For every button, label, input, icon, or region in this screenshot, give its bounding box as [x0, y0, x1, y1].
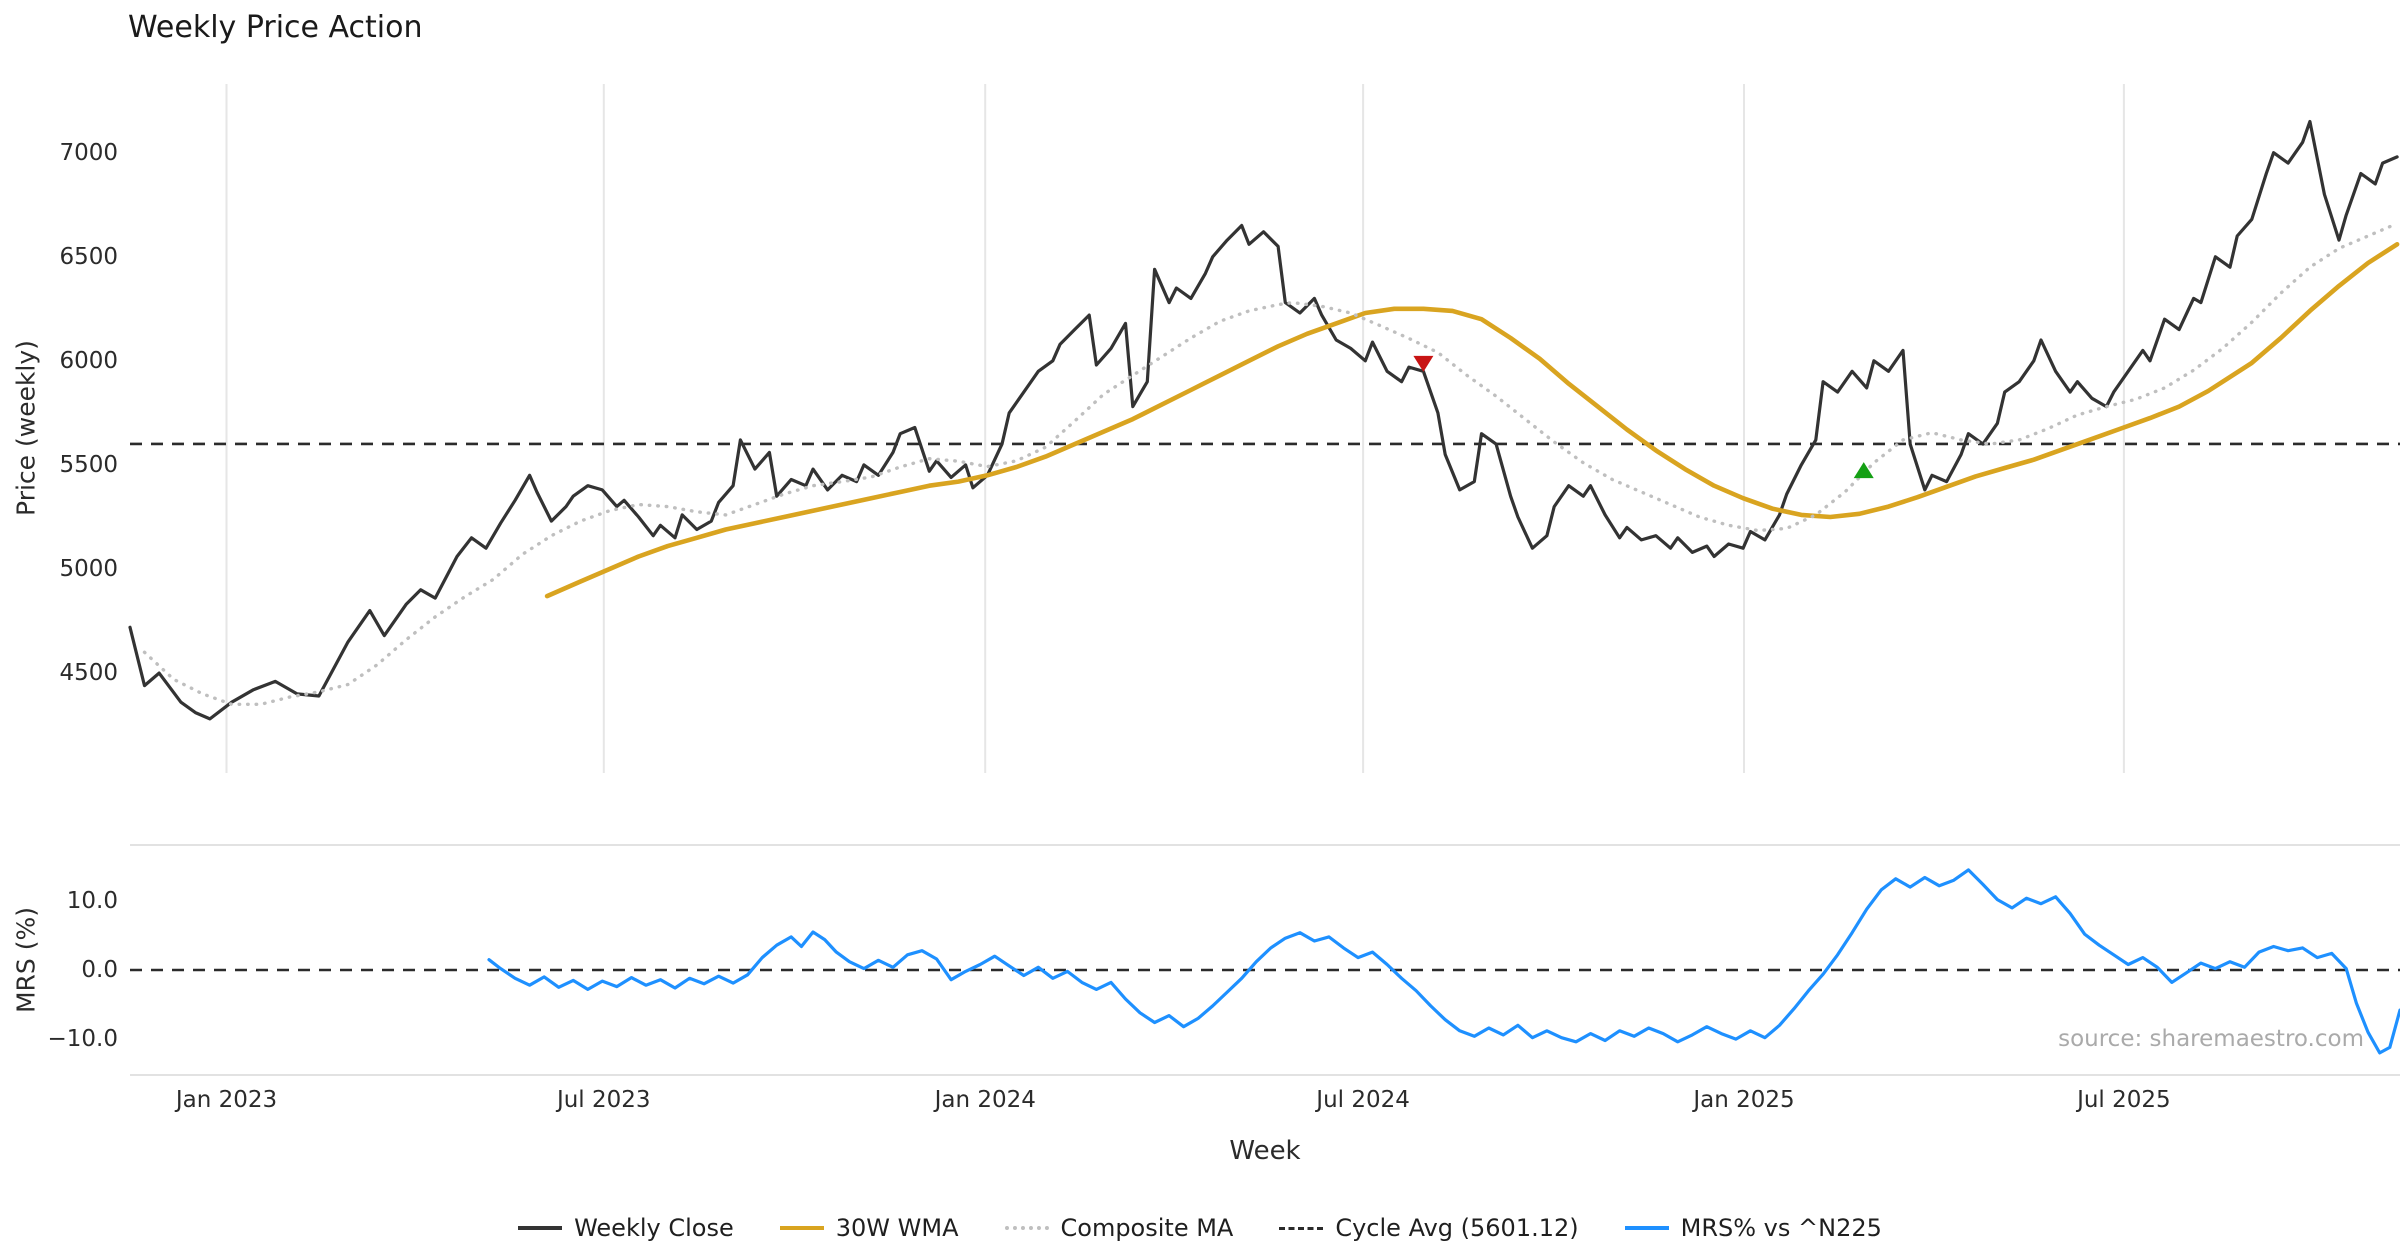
x-tick-label: Jul 2024 — [1316, 1087, 1410, 1113]
price-ytick-label: 6000 — [59, 347, 118, 374]
series-mrs-vs-n225 — [487, 868, 2400, 1055]
legend: Weekly Close 30W WMA Composite MA Cycle Avg… — [0, 1212, 2400, 1244]
x-tick-label: Jan 2023 — [175, 1087, 278, 1113]
series-composite-ma — [142, 221, 2399, 706]
legend-label: MRS% vs ^N225 — [1680, 1214, 1882, 1242]
legend-label: Composite MA — [1060, 1214, 1234, 1242]
legend-swatch — [1624, 1226, 1669, 1230]
series-30w-wma — [544, 242, 2400, 599]
x-tick-label: Jan 2024 — [934, 1087, 1036, 1113]
legend-swatch — [518, 1226, 563, 1230]
legend-item-cycle-avg-5601-12-: Cycle Avg (5601.12) — [1279, 1212, 1579, 1244]
legend-item-mrs-vs-n225: MRS% vs ^N225 — [1624, 1212, 1882, 1244]
legend-label: 30W WMA — [835, 1214, 959, 1242]
legend-label: Weekly Close — [574, 1214, 734, 1242]
x-tick-label: Jan 2025 — [1693, 1087, 1795, 1113]
mrs-ytick-label: −10.0 — [47, 1026, 118, 1053]
price-ytick-label: 5500 — [59, 451, 118, 478]
legend-swatch — [779, 1226, 824, 1230]
legend-item-30w-wma: 30W WMA — [779, 1212, 959, 1244]
buy-signal-marker — [1853, 462, 1874, 479]
legend-item-weekly-close: Weekly Close — [518, 1212, 734, 1244]
legend-item-composite-ma: Composite MA — [1004, 1212, 1234, 1244]
price-ytick-label: 6500 — [59, 243, 118, 270]
x-axis-title: Week — [1229, 1136, 1301, 1166]
mrs-ytick-label: 0.0 — [81, 957, 118, 983]
x-tick-label: Jul 2025 — [2077, 1087, 2171, 1113]
x-tick-label: Jul 2023 — [556, 1087, 651, 1113]
legend-swatch — [1279, 1226, 1324, 1230]
legend-label: Cycle Avg (5601.12) — [1335, 1214, 1579, 1242]
sell-signal-marker — [1413, 355, 1434, 372]
chart-title: Weekly Price Action — [128, 10, 423, 45]
legend-swatch — [1004, 1226, 1049, 1230]
series-weekly-close — [128, 119, 2399, 721]
source-credit: source: sharemaestro.com — [2058, 1026, 2364, 1052]
price-ytick-label: 4500 — [59, 660, 118, 687]
price-ytick-label: 5000 — [59, 556, 118, 582]
price-ytick-label: 7000 — [59, 139, 118, 166]
mrs-ytick-label: 10.0 — [66, 887, 118, 914]
